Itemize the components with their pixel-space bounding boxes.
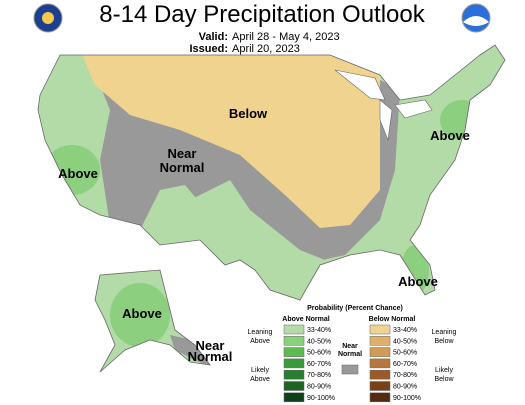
legend-range-label: 60-70% — [307, 361, 331, 368]
title: 8-14 Day Precipitation Outlook — [99, 1, 426, 28]
legend-near: Near — [342, 343, 358, 350]
region-label: Above — [398, 274, 438, 289]
legend-swatch — [283, 369, 305, 380]
legend-range-label: 70-80% — [307, 372, 331, 379]
issued-label: Issued: — [189, 43, 228, 55]
legend-swatch — [369, 324, 391, 335]
legend-range-label: 90-100% — [393, 395, 421, 402]
region-label: Below — [229, 106, 268, 121]
legend-range-label: 50-60% — [307, 350, 331, 357]
region-label: Normal — [188, 349, 233, 364]
legend-leaning-below: Below — [434, 338, 454, 345]
legend-near: Normal — [338, 351, 362, 358]
legend-swatch — [283, 381, 305, 391]
legend-swatch — [369, 336, 391, 346]
noaa-logo-bird — [463, 16, 489, 26]
legend-likely-above: Above — [250, 376, 270, 383]
legend: Probability (Percent Chance) Above Norma… — [248, 305, 457, 403]
legend-range-label: 70-80% — [393, 372, 417, 379]
legend-title: Probability (Percent Chance) — [307, 305, 403, 312]
legend-swatch — [283, 392, 305, 403]
doc-logo-emblem — [42, 12, 54, 24]
legend-swatch — [283, 347, 305, 357]
legend-range-label: 60-70% — [393, 361, 417, 368]
legend-leaning-above: Leaning — [248, 329, 273, 336]
region-label: Near — [168, 146, 197, 161]
legend-swatch — [369, 358, 391, 369]
region-label: Above — [122, 306, 162, 321]
alaska-above-strong — [110, 283, 170, 347]
legend-above-header: Above Normal — [282, 316, 330, 323]
great-lakes — [334, 69, 433, 142]
legend-range-label: 80-90% — [307, 384, 331, 391]
legend-swatch — [369, 381, 391, 391]
region-label: Above — [430, 128, 470, 143]
valid-dates: April 28 - May 4, 2023 — [232, 31, 340, 43]
legend-range-label: 40-50% — [307, 338, 331, 345]
legend-range-label: 33-40% — [307, 327, 331, 334]
region-label: Near — [196, 338, 225, 353]
legend-swatch — [369, 392, 391, 403]
legend-likely-below: Likely — [435, 367, 453, 374]
legend-near-swatch — [341, 364, 359, 375]
legend-range-label: 80-90% — [393, 384, 417, 391]
legend-range-label: 90-100% — [307, 395, 335, 402]
region-label: Normal — [160, 160, 205, 175]
valid-label: Valid: — [199, 31, 228, 43]
legend-below-header: Below Normal — [369, 316, 416, 323]
below-region — [80, 50, 380, 228]
legend-likely-below: Below — [434, 376, 454, 383]
legend-swatch — [283, 324, 305, 335]
legend-leaning-below: Leaning — [432, 329, 457, 336]
legend-range-label: 33-40% — [393, 327, 417, 334]
legend-swatch — [283, 336, 305, 346]
issued-date: April 20, 2023 — [232, 43, 300, 55]
legend-likely-above: Likely — [251, 367, 269, 374]
legend-swatch — [283, 358, 305, 369]
alaska-outline — [94, 269, 211, 373]
legend-swatch — [369, 369, 391, 380]
conus-outline — [37, 44, 506, 301]
legend-leaning-above: Above — [250, 338, 270, 345]
legend-range-label: 40-50% — [393, 338, 417, 345]
region-label: Above — [58, 166, 98, 181]
legend-range-label: 50-60% — [393, 350, 417, 357]
legend-swatch — [369, 347, 391, 357]
